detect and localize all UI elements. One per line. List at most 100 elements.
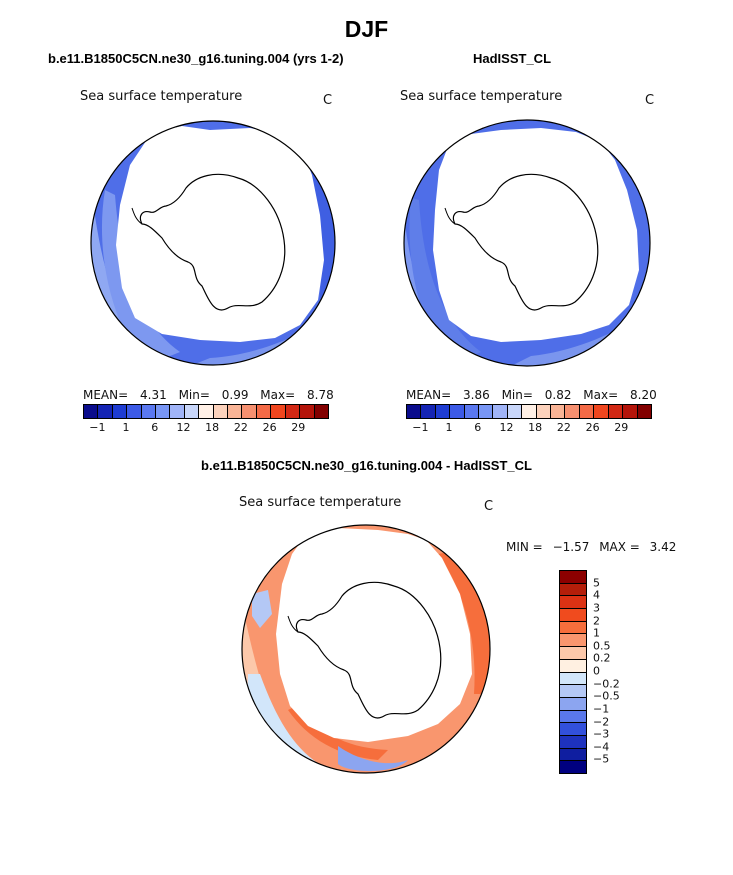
panel2-field-label: Sea surface temperature (400, 89, 563, 104)
colorbar-cell (560, 609, 586, 622)
colorbar-cell (170, 405, 185, 418)
colorbar-tick-label: 0.5 (593, 639, 611, 653)
colorbar-cell (184, 405, 200, 418)
panel1-masked-region (116, 126, 324, 342)
panel1-units: C (323, 93, 333, 108)
colorbar-cell (565, 405, 580, 418)
colorbar-tick-label: 1 (445, 421, 453, 434)
colorbar-cell (560, 621, 586, 635)
panel2-max-value: 8.20 (630, 388, 657, 402)
panel2-mid-band (409, 198, 481, 366)
panel2-stats: MEAN= 3.86 Min= 0.82 Max= 8.20 (406, 388, 657, 402)
panel3-peninsula-outline (287, 615, 299, 633)
panel2-title: HadISST_CL (473, 51, 552, 66)
colorbar-cell (560, 748, 586, 762)
panel2-mean-label: MEAN= (406, 388, 452, 402)
panel1-min-value: 0.99 (221, 388, 249, 402)
colorbar-tick-label: −1 (412, 421, 429, 434)
colorbar-cell (560, 583, 586, 597)
panel2-min-value: 0.82 (544, 388, 572, 402)
colorbar-tick-label: 3 (593, 601, 600, 615)
colorbar-cell (560, 710, 586, 724)
colorbar-cell (560, 761, 586, 773)
colorbar-cell (314, 405, 328, 418)
panel3-min-value: −1.57 (552, 540, 590, 554)
colorbar-cell (450, 405, 465, 418)
colorbar-cell (560, 672, 586, 686)
colorbar-cell (560, 735, 586, 749)
colorbar-cell (560, 596, 586, 610)
panel2-mean-value: 3.86 (463, 388, 490, 402)
panel1-peninsula-outline (131, 207, 143, 225)
panel3-title: b.e11.B1850C5CN.ne30_g16.tuning.004 - Ha… (201, 458, 532, 473)
colorbar-tick-label: 4 (593, 588, 600, 602)
colorbar-cell (493, 405, 508, 418)
panel3-stats: MIN = −1.57 MAX = 3.42 (506, 540, 676, 554)
panel2-max-label: Max= (583, 388, 619, 402)
colorbar-tick-label: −1 (89, 421, 106, 434)
panel3-min-label: MIN = (506, 540, 543, 554)
colorbar-cell (560, 634, 586, 648)
colorbar-cell (300, 405, 315, 418)
colorbar-cell (579, 405, 595, 418)
colorbar-tick-label: 26 (585, 421, 600, 434)
panel3-masked-region (276, 528, 472, 742)
colorbar-cell (141, 405, 157, 418)
panel2-antarctica-outline (452, 173, 599, 311)
panel3-units: C (484, 499, 494, 514)
colorbar-cell (464, 405, 480, 418)
colorbar-tick-label: −5 (593, 752, 610, 766)
colorbar-tick-label: −1 (593, 702, 610, 716)
panel1-title: b.e11.B1850C5CN.ne30_g16.tuning.004 (yrs… (48, 51, 344, 66)
colorbar-tick-label: −3 (593, 727, 610, 741)
colorbar-tick-label: 12 (499, 421, 514, 434)
panel2-peninsula-outline (444, 207, 456, 225)
colorbar-tick-label: −0.2 (593, 677, 620, 691)
colorbar-cell (608, 405, 624, 418)
panel3-antarctica-outline (295, 581, 442, 719)
panel1-antarctica-outline (139, 173, 286, 311)
colorbar-tick-label: 6 (151, 421, 159, 434)
colorbar-tick-label: 1 (593, 626, 600, 640)
colorbar-tick-label: 22 (233, 421, 248, 434)
colorbar-cell (522, 405, 537, 418)
colorbar-tick-label: 6 (474, 421, 482, 434)
colorbar-cell (285, 405, 301, 418)
colorbar-cell (127, 405, 142, 418)
colorbar-cell (560, 659, 586, 673)
colorbar-cell (479, 405, 494, 418)
colorbar-cell (421, 405, 436, 418)
panel3-max-value: 3.42 (649, 540, 677, 554)
colorbar-cell (435, 405, 451, 418)
figure-title: DJF (344, 16, 389, 42)
colorbar-cell (637, 405, 651, 418)
colorbar-cell (594, 405, 609, 418)
panel2-polar-map (403, 119, 651, 367)
panel3-max-label: MAX = (599, 540, 640, 554)
colorbar-cell (536, 405, 552, 418)
colorbar-cell (560, 647, 586, 660)
panel1-min-label: Min= (178, 388, 210, 402)
colorbar-cell (560, 723, 586, 736)
colorbar-cell (84, 405, 99, 418)
panel1-field-label: Sea surface temperature (80, 89, 243, 104)
panel1-mean-label: MEAN= (83, 388, 129, 402)
colorbar-cell (560, 697, 586, 711)
panel1-colorbar (83, 404, 329, 419)
panel1-mid-band (101, 190, 180, 365)
colorbar-tick-label: 0 (593, 664, 600, 678)
colorbar-cell (213, 405, 229, 418)
colorbar-cell (256, 405, 272, 418)
panel1-max-value: 8.78 (307, 388, 334, 402)
colorbar-cell (242, 405, 257, 418)
colorbar-tick-label: 1 (122, 421, 130, 434)
colorbar-tick-label: 18 (528, 421, 543, 434)
colorbar-cell (507, 405, 523, 418)
colorbar-cell (560, 685, 586, 698)
panel3-cool-patch-west (252, 590, 272, 628)
colorbar-tick-label: 29 (614, 421, 629, 434)
colorbar-cell (551, 405, 566, 418)
colorbar-cell (98, 405, 113, 418)
panel1-stats: MEAN= 4.31 Min= 0.99 Max= 8.78 (83, 388, 334, 402)
colorbar-cell (199, 405, 214, 418)
